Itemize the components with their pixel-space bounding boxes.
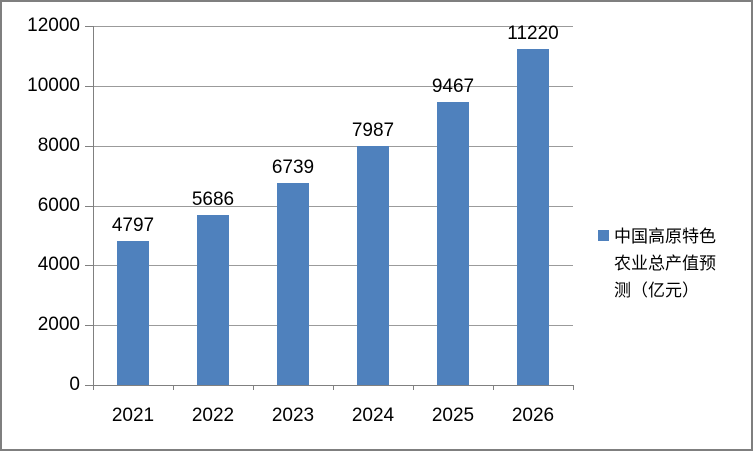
x-axis-tick-label: 2024 [351, 405, 395, 426]
y-gridline [93, 86, 573, 87]
y-axis-tick-label: 4000 [37, 254, 80, 275]
legend: 中国高原特色 农业总产值预 测（亿元） [598, 223, 716, 304]
x-axis-tick [573, 385, 574, 390]
y-axis-tick-label: 0 [69, 374, 80, 395]
bar-value-label: 4797 [111, 215, 155, 236]
bar [197, 215, 229, 385]
legend-label-line: 农业总产值预 [614, 254, 716, 273]
x-axis-tick [93, 385, 94, 390]
x-axis-tick [413, 385, 414, 390]
x-axis-tick [493, 385, 494, 390]
x-axis-tick [333, 385, 334, 390]
bar [517, 49, 549, 385]
y-axis-line [93, 26, 94, 385]
y-axis-tick-label: 2000 [37, 314, 80, 335]
bar-value-label: 11220 [507, 23, 559, 44]
y-gridline [93, 26, 573, 27]
y-gridline [93, 206, 573, 207]
bar-value-label: 7987 [351, 120, 395, 141]
bar [437, 102, 469, 385]
x-axis-tick-label: 2025 [431, 405, 475, 426]
y-axis-tick [85, 26, 93, 27]
bar-value-label: 5686 [191, 189, 235, 210]
bar-value-label: 6739 [271, 157, 315, 178]
x-axis-tick [173, 385, 174, 390]
y-axis-tick [85, 146, 93, 147]
y-axis-tick-label: 12000 [27, 15, 80, 36]
y-axis-tick [85, 385, 93, 386]
x-axis-tick-label: 2022 [191, 405, 235, 426]
y-axis-tick [85, 206, 93, 207]
x-axis-tick-label: 2021 [111, 405, 155, 426]
legend-series-label: 中国高原特色 农业总产值预 测（亿元） [614, 223, 716, 304]
bar [277, 183, 309, 385]
y-gridline [93, 325, 573, 326]
legend-series-swatch [598, 230, 609, 241]
legend-label-line: 中国高原特色 [614, 227, 716, 246]
y-axis-tick [85, 265, 93, 266]
bar [357, 146, 389, 385]
y-axis-tick-label: 10000 [27, 75, 80, 96]
legend-label-line: 测（亿元） [614, 281, 699, 300]
y-axis-tick [85, 86, 93, 87]
y-axis-tick [85, 325, 93, 326]
x-axis-tick [253, 385, 254, 390]
y-gridline [93, 146, 573, 147]
bar [117, 241, 149, 385]
y-axis-tick-label: 6000 [37, 195, 80, 216]
x-axis-tick-label: 2023 [271, 405, 315, 426]
y-axis-tick-label: 8000 [37, 135, 80, 156]
x-axis-tick-label: 2026 [511, 405, 555, 426]
y-gridline [93, 265, 573, 266]
bar-value-label: 9467 [431, 76, 475, 97]
